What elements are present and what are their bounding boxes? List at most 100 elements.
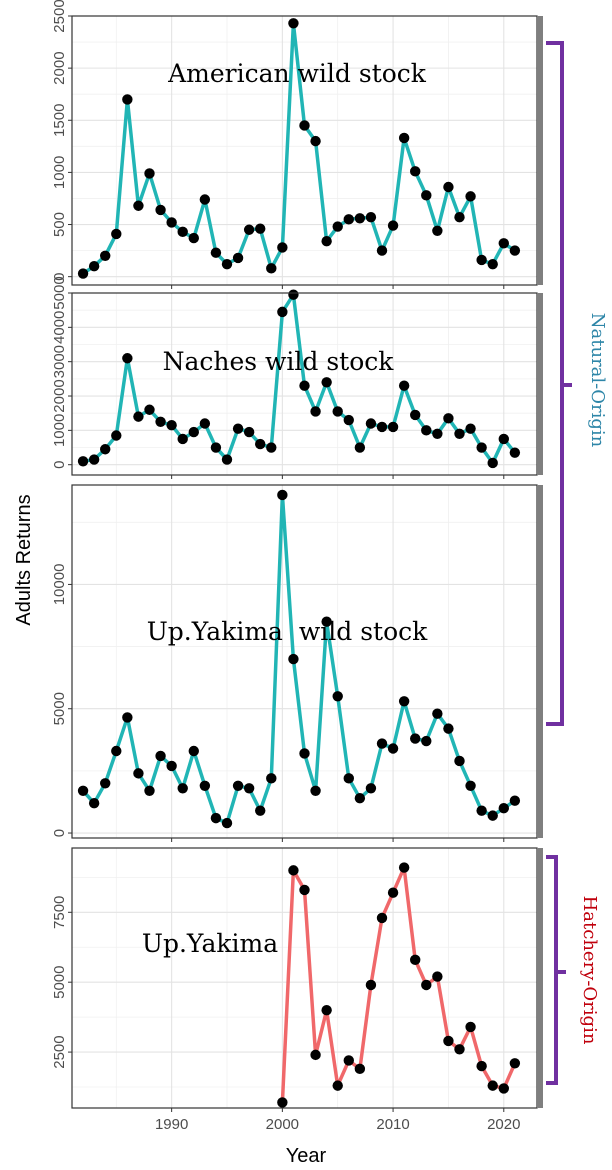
y-tick-label: 1000 [51, 414, 68, 447]
data-point [476, 805, 487, 816]
data-point [487, 457, 498, 469]
data-point [133, 200, 144, 211]
data-point [133, 768, 144, 779]
natural-origin-bracket [546, 41, 572, 726]
data-point [166, 217, 177, 228]
data-point [210, 812, 222, 824]
data-point [343, 773, 354, 784]
data-point [398, 132, 410, 144]
data-point [255, 438, 266, 450]
data-point [266, 263, 277, 274]
data-point [410, 409, 421, 421]
data-point [288, 18, 299, 29]
data-point [299, 884, 310, 896]
data-point [398, 696, 410, 707]
data-point [376, 421, 388, 433]
data-point [188, 745, 199, 757]
data-point [332, 406, 343, 417]
data-point [277, 489, 288, 501]
facet-strip [537, 485, 543, 838]
data-point [432, 971, 443, 982]
y-tick-label: 7500 [51, 896, 68, 929]
data-point [465, 1021, 476, 1033]
y-tick-label: 3000 [51, 345, 68, 378]
data-point [376, 738, 388, 749]
y-tick-label: 5000 [51, 966, 68, 999]
data-point [476, 254, 487, 266]
panel-3: 0 5000 10000 Up.Yakima wild stock [51, 484, 543, 842]
y-tick-label: 5000 [51, 692, 68, 725]
hatchery-origin-bracket [546, 855, 566, 1085]
y-tick-label: 10000 [51, 564, 68, 606]
data-point [387, 743, 399, 754]
data-point [111, 745, 122, 757]
data-point [221, 258, 233, 270]
data-point [255, 805, 266, 816]
data-point [509, 447, 521, 458]
y-tick-label: 1500 [51, 104, 68, 137]
data-point [232, 423, 244, 434]
data-point [387, 887, 399, 898]
data-point [210, 247, 222, 258]
data-point [365, 212, 377, 223]
data-point [77, 456, 89, 467]
data-point [365, 979, 377, 991]
data-point [155, 416, 166, 427]
data-point [277, 242, 288, 253]
panel-1: 0 500 1000 1500 2000 2500 American wild stock [51, 0, 543, 289]
data-point [210, 442, 222, 453]
data-point [387, 421, 399, 433]
data-point [321, 1004, 332, 1016]
data-point [465, 423, 476, 434]
y-tick-label: 0 [51, 829, 68, 837]
panel-4: 2500 5000 7500 1990 2000 2010 2020 Up.Yakima [51, 847, 543, 1133]
x-tick-label: 2000 [266, 1116, 299, 1133]
data-point [111, 228, 122, 240]
y-tick-label: 2000 [51, 379, 68, 412]
data-point [487, 810, 498, 821]
data-point [476, 1060, 487, 1072]
data-point [177, 433, 188, 445]
facet-strip [537, 16, 543, 285]
data-point [266, 773, 277, 784]
y-tick-label: 2000 [51, 51, 68, 84]
data-point [288, 653, 299, 665]
data-point [133, 411, 144, 422]
data-point [166, 760, 177, 772]
hatchery-origin-label: Hatchery-Origin [579, 896, 600, 1045]
panel-title: Up.Yakima wild stock [147, 617, 428, 646]
data-point [155, 204, 166, 216]
natural-origin-label: Natural-Origin [587, 313, 608, 448]
data-point [199, 194, 211, 205]
data-point [421, 425, 432, 436]
x-tick-label: 2010 [376, 1116, 409, 1133]
x-tick-label: 1990 [155, 1116, 188, 1133]
y-tick-label: 1000 [51, 156, 68, 189]
data-point [487, 1080, 498, 1091]
data-point [310, 135, 321, 147]
data-point [310, 785, 321, 796]
series-line [81, 493, 517, 825]
x-tick-label: 2020 [487, 1116, 520, 1133]
data-point [332, 221, 343, 232]
data-point [321, 377, 332, 388]
panel-title: Naches wild stock [163, 347, 395, 376]
data-point [144, 404, 155, 415]
data-point [299, 380, 310, 391]
data-point [421, 735, 432, 747]
data-point [100, 444, 111, 455]
data-point [498, 238, 509, 249]
data-point [199, 418, 211, 429]
data-point [255, 223, 266, 234]
series-line [81, 292, 517, 465]
data-point [321, 236, 332, 247]
data-point [376, 245, 388, 256]
data-point [343, 414, 354, 426]
data-point [432, 708, 443, 719]
x-axis-title: Year [286, 1145, 327, 1167]
data-point [243, 426, 255, 438]
data-point [476, 442, 487, 453]
data-point [243, 224, 255, 235]
